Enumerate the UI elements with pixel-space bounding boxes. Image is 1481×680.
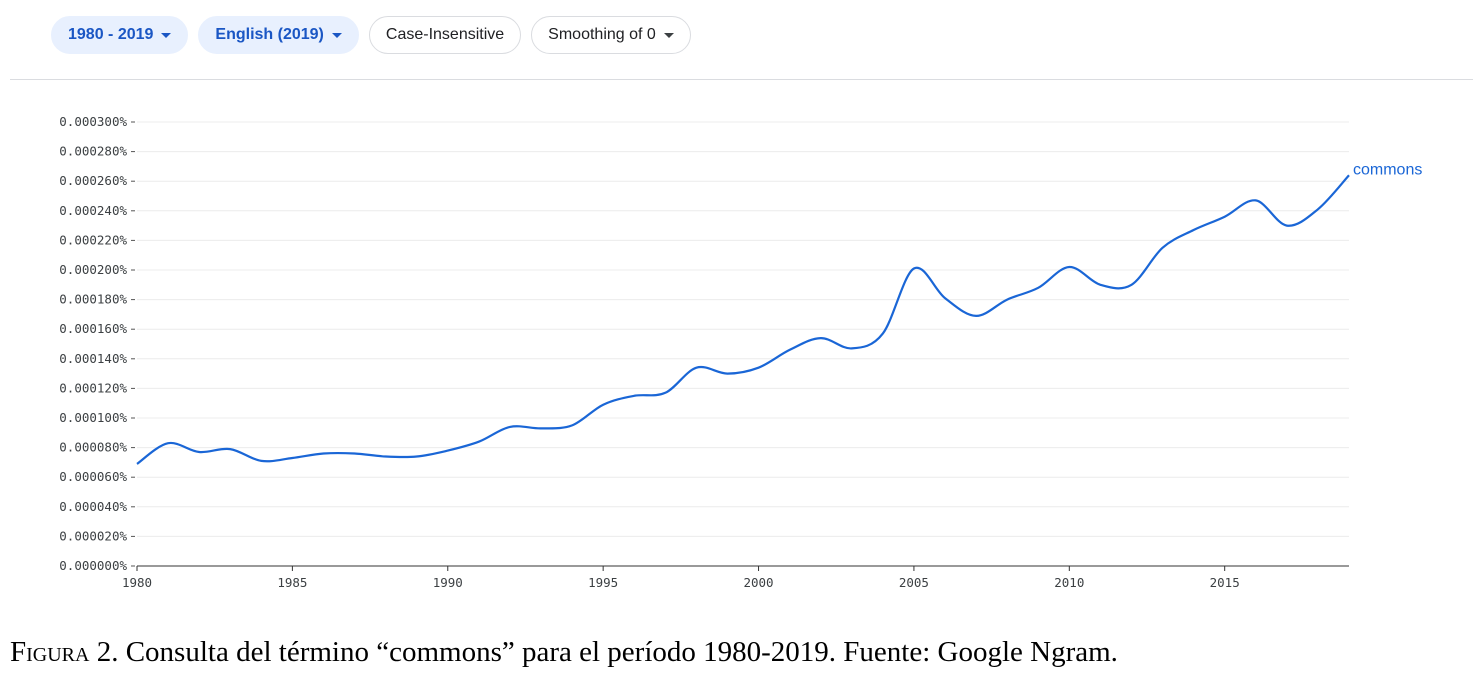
- y-tick-label: 0.000260%: [59, 173, 127, 188]
- corpus-dropdown[interactable]: English (2019): [198, 16, 359, 54]
- x-tick-label: 2010: [1054, 575, 1084, 590]
- y-tick-label: 0.000300%: [59, 114, 127, 129]
- y-tick-label: 0.000200%: [59, 262, 127, 277]
- x-tick-label: 2005: [899, 575, 929, 590]
- case-insensitive-label: Case-Insensitive: [385, 26, 505, 43]
- toolbar-divider: [10, 79, 1473, 80]
- x-tick-label: 1980: [122, 575, 152, 590]
- smoothing-label: Smoothing of 0: [548, 26, 656, 43]
- y-tick-label: 0.000100%: [59, 410, 127, 425]
- chevron-down-icon: [161, 32, 172, 38]
- caption-label: Figura: [10, 636, 90, 668]
- caption-text: Consulta del término “commons” para el p…: [125, 636, 1118, 668]
- y-tick-label: 0.000220%: [59, 232, 127, 247]
- series-line-commons: [136, 174, 1350, 465]
- y-tick-label: 0.000160%: [59, 321, 127, 336]
- y-tick-label: 0.000080%: [59, 440, 127, 455]
- case-insensitive-toggle[interactable]: Case-Insensitive: [368, 16, 522, 54]
- y-tick-label: 0.000140%: [59, 351, 127, 366]
- y-tick-label: 0.000040%: [59, 499, 127, 514]
- y-tick-label: 0.000180%: [59, 292, 127, 307]
- y-tick-label: 0.000240%: [59, 203, 127, 218]
- caption-number: 2: [96, 636, 112, 668]
- x-tick-label: 1990: [433, 575, 463, 590]
- x-tick-label: 1985: [277, 575, 307, 590]
- ngram-line-chart: 0.000000% 0.000020% 0.000040% 0.000060% 0.00…: [59, 114, 1422, 590]
- series-label: commons: [1353, 161, 1422, 178]
- y-tick-label: 0.000060%: [59, 469, 127, 484]
- chevron-down-icon: [663, 32, 674, 38]
- x-tick-label: 1995: [588, 575, 618, 590]
- y-tick-label: 0.000120%: [59, 380, 127, 395]
- year-range-dropdown[interactable]: 1980 - 2019: [51, 16, 189, 54]
- ngram-toolbar: 1980 - 2019 English (2019) Case-Insensit…: [51, 16, 691, 54]
- smoothing-dropdown[interactable]: Smoothing of 0: [531, 16, 691, 54]
- chevron-down-icon: [331, 32, 342, 38]
- x-tick-label: 2015: [1210, 575, 1240, 590]
- corpus-label: English (2019): [215, 26, 324, 43]
- y-tick-label: 0.000280%: [59, 144, 127, 159]
- y-tick-label: 0.000020%: [59, 528, 127, 543]
- figure-caption: Figura 2. Consulta del término “commons”…: [10, 636, 1118, 668]
- x-tick-label: 2000: [743, 575, 773, 590]
- y-tick-label: 0.000000%: [59, 558, 127, 573]
- year-range-label: 1980 - 2019: [68, 26, 154, 43]
